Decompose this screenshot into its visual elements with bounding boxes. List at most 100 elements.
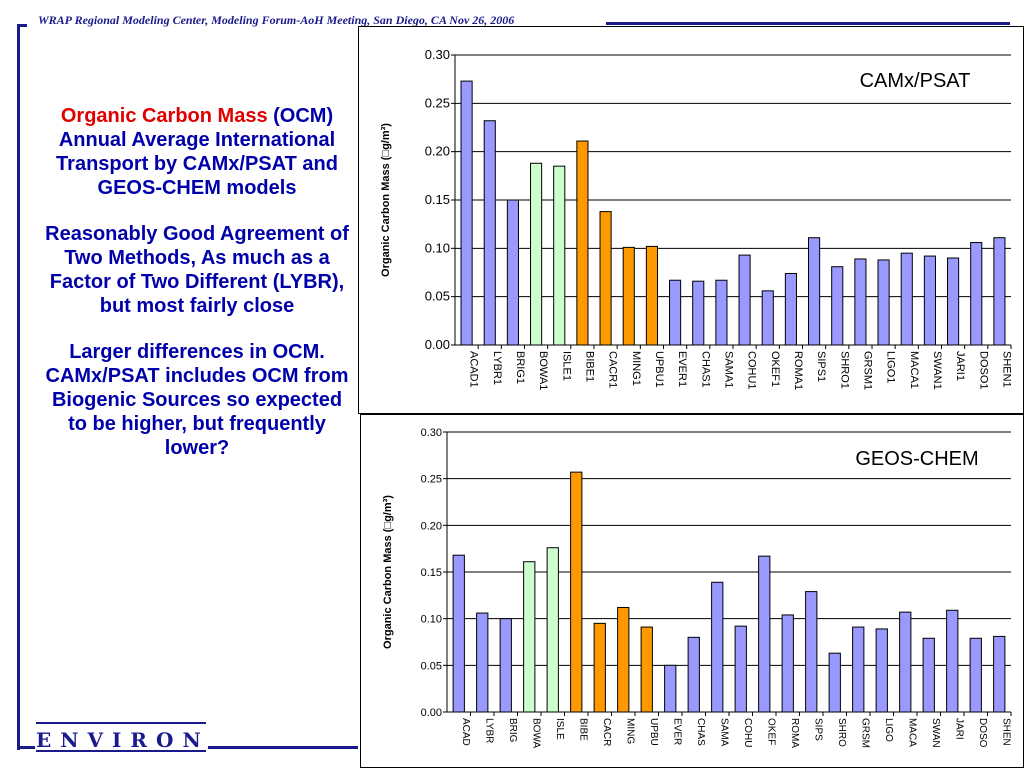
x-tick-label: BOWA	[530, 718, 541, 749]
logo-top-rule	[36, 722, 206, 724]
x-tick-label: SWAN1	[931, 351, 943, 390]
x-tick-label: SAMA1	[722, 351, 734, 388]
x-tick-label: LIGO	[883, 718, 894, 742]
frame-bottom-rule	[208, 746, 358, 749]
x-tick-label: SIPS	[812, 718, 823, 741]
bar-doso1	[970, 242, 983, 346]
x-tick-label: MACA	[906, 718, 917, 747]
bar-cacr	[593, 622, 606, 713]
bar-brig	[499, 618, 512, 713]
y-tick-label: 0.05	[425, 289, 450, 304]
bar-chas1	[692, 280, 705, 346]
bar-ligo1	[877, 259, 890, 346]
bar-jari1	[947, 257, 960, 346]
bar-swan	[922, 637, 935, 713]
x-tick-label: COHU	[742, 718, 753, 747]
header-title: WRAP Regional Modeling Center, Modeling …	[38, 13, 515, 27]
slide-text: Organic Carbon Mass (OCM) Annual Average…	[42, 104, 352, 482]
bar-shro1	[831, 266, 844, 346]
x-tick-label: ROMA	[789, 718, 800, 748]
chart-title: GEOS-CHEM	[855, 448, 978, 470]
x-tick-label: MING1	[630, 351, 642, 386]
x-tick-label: CHAS	[695, 718, 706, 746]
bar-sama	[711, 581, 724, 713]
bar-roma1	[784, 272, 797, 346]
bar-brig1	[506, 199, 519, 346]
x-tick-label: SAMA	[718, 718, 729, 747]
bar-bibe1	[576, 140, 589, 346]
bar-okef	[758, 555, 771, 713]
bar-isle1	[553, 165, 566, 346]
x-tick-label: ACAD1	[468, 351, 480, 388]
frame-corner-bottom	[17, 746, 35, 749]
frame-left-rule	[17, 26, 20, 750]
bar-maca	[899, 611, 912, 713]
slide-heading: Organic Carbon Mass (OCM) Annual Average…	[42, 104, 352, 200]
bar-lybr	[476, 612, 489, 713]
bar-ming1	[622, 246, 635, 346]
bar-shro	[828, 652, 841, 713]
geos-chem-chart: 0.00 0.05 0.10 0.15 0.20 0.25 0.30 ACAD LYBR BRIG…	[360, 414, 1024, 768]
bar-bowa1	[530, 162, 543, 346]
bar-ever	[664, 664, 677, 713]
x-tick-label: JARI1	[954, 351, 966, 381]
x-tick-label: DOSO1	[977, 351, 989, 390]
x-tick-label: ROMA1	[792, 351, 804, 390]
bar-sips1	[808, 237, 821, 346]
bar-acad1	[460, 80, 473, 346]
x-tick-label: SHEN1	[1000, 351, 1012, 388]
frame-corner-top	[17, 24, 27, 27]
bar-cohu	[734, 625, 747, 713]
x-tick-label: LIGO1	[885, 351, 897, 383]
bar-upbu	[640, 626, 653, 713]
x-tick-label: CHAS1	[699, 351, 711, 388]
x-tick-label: SIPS1	[815, 351, 827, 382]
camx-psat-chart-svg: 0.00 0.05 0.10 0.15 0.20 0.25 0.30 ACAD1 LYBR1 BR…	[380, 47, 1012, 390]
y-axis-title: Organic Carbon Mass (□g/m³)	[380, 123, 392, 277]
bar-grsm1	[854, 258, 867, 346]
heading-highlight: Organic Carbon Mass	[60, 105, 268, 127]
bar-ligo	[875, 628, 888, 713]
x-tick-label: SHRO1	[838, 351, 850, 389]
bar-acad	[452, 554, 465, 713]
y-axis-title: Organic Carbon Mass (□g/m³)	[382, 495, 394, 649]
bar-upbu1	[645, 245, 658, 346]
x-tick-label: LYBR	[483, 718, 494, 743]
x-tick-label: GRSM1	[861, 351, 873, 390]
bar-bowa	[523, 561, 536, 713]
x-tick-label: CACR1	[607, 351, 619, 388]
bar-shen	[993, 635, 1006, 713]
bar-swan1	[923, 255, 936, 346]
x-tick-label: BRIG	[507, 718, 518, 743]
bar-ming	[617, 606, 630, 713]
x-tick-label: MACA1	[908, 351, 920, 389]
x-tick-label: COHU1	[746, 351, 758, 390]
x-tick-label: SHEN	[1000, 718, 1011, 746]
x-tick-label: OKEF1	[769, 351, 781, 387]
y-tick-label: 0.20	[425, 144, 450, 159]
bar-lybr1	[483, 120, 496, 346]
x-tick-label: JARI	[953, 718, 964, 740]
bar-sama1	[715, 279, 728, 346]
x-tick-label: ISLE	[554, 718, 565, 740]
y-tick-label: 0.10	[425, 240, 450, 255]
heading-rest: (OCM) Annual Average International Trans…	[56, 105, 338, 199]
x-tick-label: BRIG1	[514, 351, 526, 384]
y-tick-label: 0.25	[425, 95, 450, 110]
x-tick-label: SWAN	[930, 718, 941, 748]
bar-chas	[687, 636, 700, 713]
camx-psat-chart: 0.00 0.05 0.10 0.15 0.20 0.25 0.30 ACAD1 LYBR1 BR…	[358, 26, 1024, 414]
bar-cacr1	[599, 211, 612, 346]
x-tick-label: GRSM	[859, 718, 870, 748]
y-tick-label: 0.00	[421, 707, 442, 719]
y-tick-label: 0.30	[425, 47, 450, 62]
bar-sips	[805, 591, 818, 713]
bar-okef1	[761, 290, 774, 346]
y-tick-label: 0.30	[421, 427, 442, 439]
x-tick-label: MING	[624, 718, 635, 744]
geos-chem-chart-svg: 0.00 0.05 0.10 0.15 0.20 0.25 0.30 ACAD LYBR BRIG…	[382, 427, 1012, 749]
y-tick-label: 0.00	[425, 337, 450, 352]
bar-cohu1	[738, 254, 751, 346]
bar-grsm	[852, 626, 865, 713]
x-tick-label: OKEF	[765, 718, 776, 745]
